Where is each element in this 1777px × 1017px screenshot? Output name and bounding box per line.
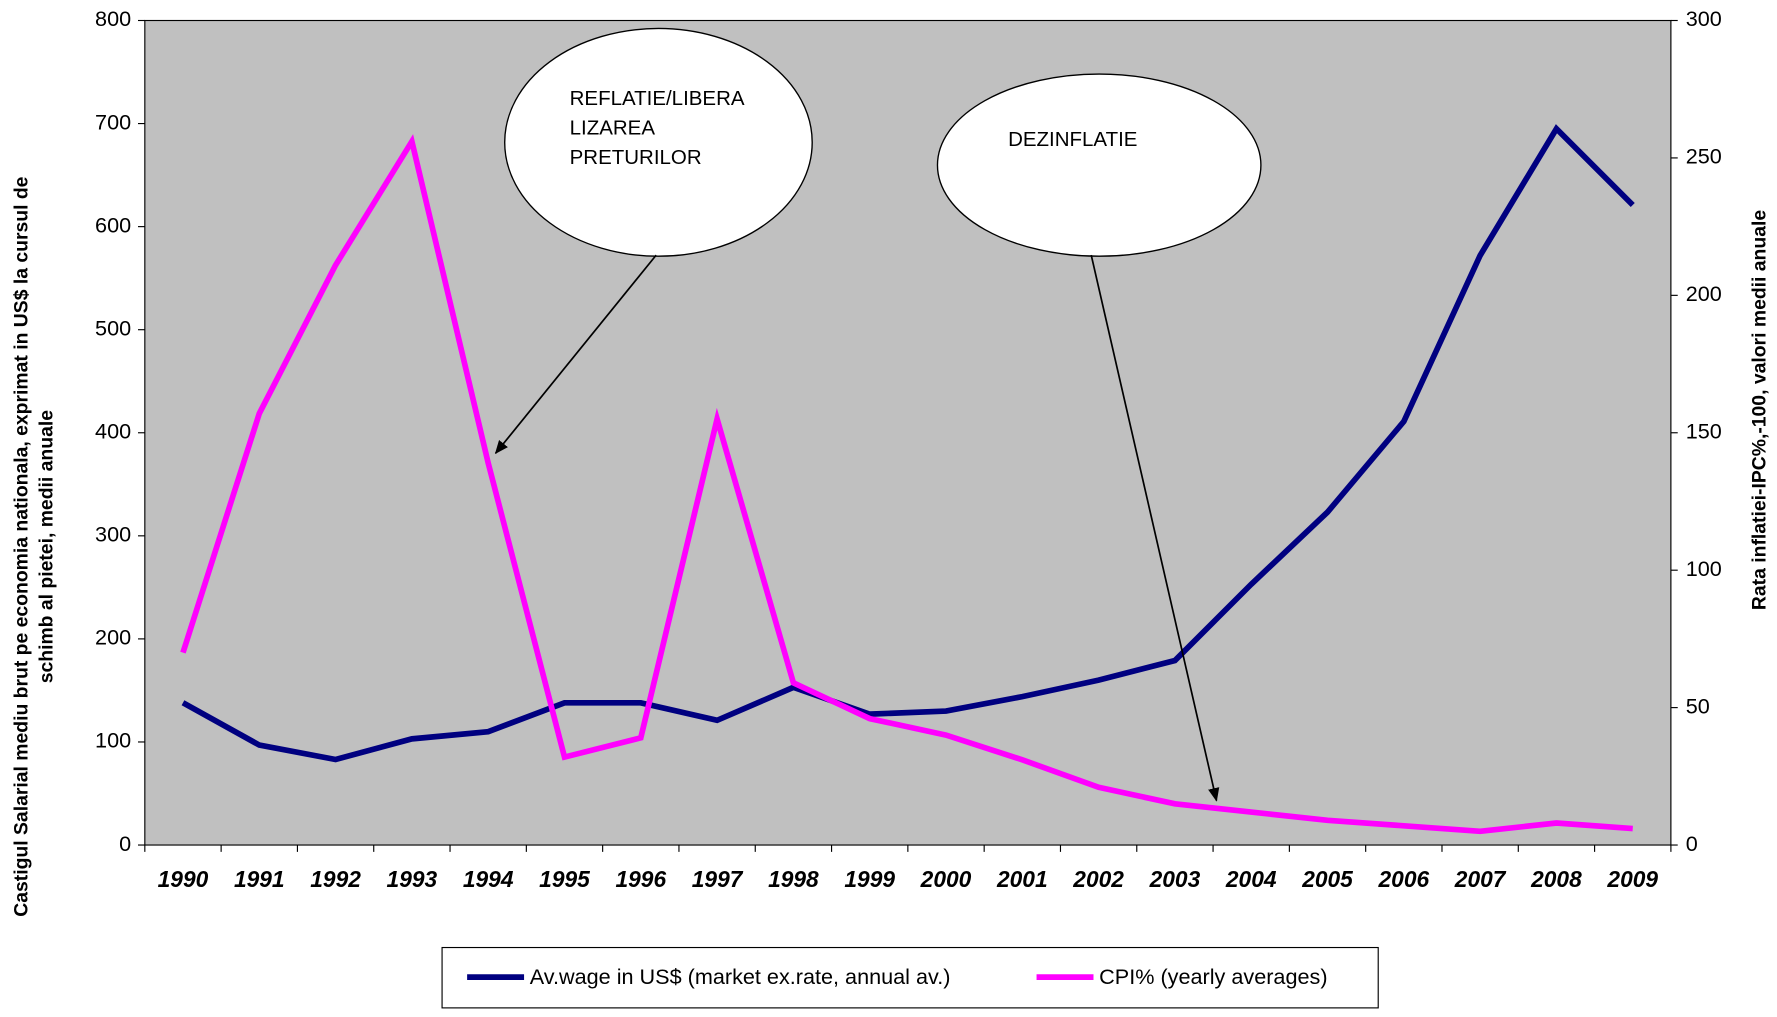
legend-label: Av.wage in US$ (market ex.rate, annual a…: [530, 964, 951, 989]
plot-area: [144, 19, 1672, 846]
x-tick-label: 1990: [158, 866, 209, 892]
y-tick-label: 0: [119, 831, 131, 856]
x-tick-label: 1991: [234, 866, 285, 892]
x-tick-label: 1993: [387, 866, 438, 892]
y2-axis-label: Rata inflatiei-IPC%,-100, valori medii a…: [1748, 210, 1770, 610]
y-tick-label: 500: [95, 315, 131, 340]
annotation-text: DEZINFLATIE: [1008, 128, 1137, 151]
y-tick-label: 400: [95, 418, 131, 443]
annotation-2: DEZINFLATIE: [936, 73, 1262, 802]
y2-tick-label: 150: [1686, 418, 1722, 443]
x-tick-label: 1996: [615, 866, 666, 892]
x-tick-label: 2005: [1301, 866, 1353, 892]
y-axis-label: schimb al pietei, medii anuale: [36, 410, 58, 684]
legend-label: CPI% (yearly averages): [1099, 964, 1327, 989]
x-tick-label: 2007: [1454, 866, 1507, 892]
y2-tick-label: 100: [1686, 556, 1722, 581]
annotation-text: PRETURILOR: [570, 146, 702, 169]
series-line: [180, 134, 1633, 835]
x-tick-label: 1997: [692, 866, 744, 892]
x-tick-label: 1992: [310, 866, 361, 892]
x-tick-label: 1995: [539, 866, 590, 892]
y-axis-label: Castigul Salarial mediu brut pe economia…: [11, 176, 33, 916]
y2-tick-label: 250: [1686, 144, 1722, 169]
x-tick-label: 1999: [844, 866, 895, 892]
x-tick-label: 2008: [1530, 866, 1582, 892]
x-tick-label: 2006: [1378, 866, 1430, 892]
y2-tick-label: 200: [1686, 281, 1722, 306]
y-tick-label: 700: [95, 109, 131, 134]
x-tick-label: 2001: [996, 866, 1048, 892]
annotation-text: LIZAREA: [570, 116, 656, 139]
x-tick-label: 2003: [1149, 866, 1201, 892]
x-tick-label: 1994: [463, 866, 514, 892]
y2-tick-label: 0: [1686, 831, 1698, 856]
annotation-1: REFLATIE/LIBERA LIZAREA PRETURILOR: [494, 27, 813, 455]
y-tick-label: 600: [95, 212, 131, 237]
y2-tick-label: 300: [1686, 6, 1722, 31]
y-tick-label: 300: [95, 522, 131, 547]
series-line: [181, 124, 1635, 763]
x-tick-label: 2004: [1225, 866, 1277, 892]
x-tick-label: 1998: [768, 866, 819, 892]
y-tick-label: 800: [95, 6, 131, 31]
x-tick-label: 2002: [1072, 866, 1124, 892]
legend: [441, 946, 1379, 1009]
y2-tick-label: 50: [1686, 693, 1710, 718]
y-tick-label: 100: [95, 728, 131, 753]
annotation-text: REFLATIE/LIBERA: [570, 87, 745, 110]
x-tick-label: 2000: [920, 866, 972, 892]
x-tick-label: 2009: [1606, 866, 1658, 892]
y-tick-label: 200: [95, 625, 131, 650]
